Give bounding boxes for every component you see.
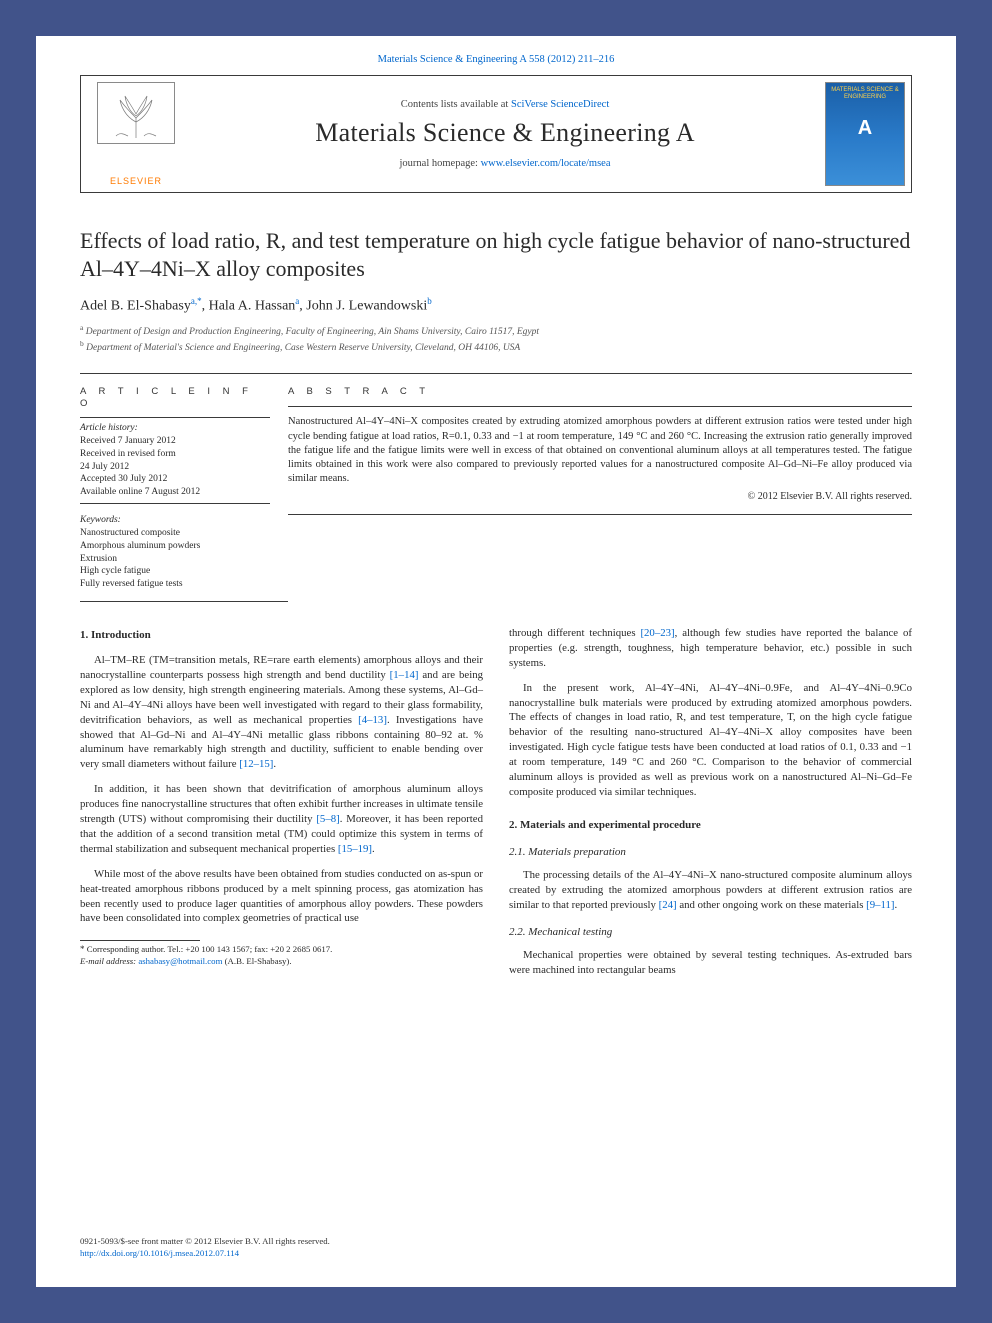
masthead-center: Contents lists available at SciVerse Sci…	[191, 76, 819, 192]
affiliations: a Department of Design and Production En…	[80, 323, 912, 355]
corresponding-footnote: * Corresponding author. Tel.: +20 100 14…	[80, 944, 483, 956]
footnote-divider	[80, 940, 200, 941]
text: .	[895, 899, 898, 911]
history-line: Available online 7 August 2012	[80, 486, 270, 499]
cover-letter: A	[826, 117, 904, 140]
article-info: A R T I C L E I N F O Article history: R…	[80, 386, 288, 591]
abstract-text: Nanostructured Al–4Y–4Ni–X composites cr…	[288, 415, 912, 486]
page-footer: 0921-5093/$-see front matter © 2012 Else…	[80, 1236, 330, 1259]
journal-homepage-link[interactable]: www.elsevier.com/locate/msea	[481, 158, 611, 169]
homepage-prefix: journal homepage:	[400, 158, 481, 169]
author-2[interactable]: , Hala A. Hassan	[202, 299, 296, 314]
text: E-mail address:	[80, 956, 138, 966]
paragraph: While most of the above results have bee…	[80, 867, 483, 927]
affiliation-a: Department of Design and Production Engi…	[86, 327, 539, 337]
subsection-2-1-head: 2.1. Materials preparation	[509, 845, 912, 860]
article-info-head: A R T I C L E I N F O	[80, 386, 270, 412]
section-1-head: 1. Introduction	[80, 628, 483, 643]
text: .	[372, 843, 375, 855]
text: through different techniques	[509, 627, 640, 639]
divider	[288, 406, 912, 407]
paragraph: In the present work, Al–4Y–4Ni, Al–4Y–4N…	[509, 681, 912, 800]
text: (A.B. El-Shabasy).	[222, 956, 291, 966]
keyword: Amorphous aluminum powders	[80, 540, 270, 553]
keywords-head: Keywords:	[80, 514, 270, 527]
citation-link[interactable]: [24]	[659, 899, 677, 911]
homepage-line: journal homepage: www.elsevier.com/locat…	[400, 158, 611, 169]
paragraph: Al–TM–RE (TM=transition metals, RE=rare …	[80, 653, 483, 772]
affiliation-b: Department of Material's Science and Eng…	[86, 343, 520, 353]
history-line: Accepted 30 July 2012	[80, 473, 270, 486]
contents-line: Contents lists available at SciVerse Sci…	[401, 99, 609, 110]
text: .	[273, 758, 276, 770]
abstract-head: A B S T R A C T	[288, 386, 912, 399]
publisher-block: ELSEVIER	[81, 76, 191, 192]
abstract: A B S T R A C T Nanostructured Al–4Y–4Ni…	[288, 386, 912, 591]
history-line: 24 July 2012	[80, 461, 270, 474]
journal-name: Materials Science & Engineering A	[315, 118, 695, 148]
author-3-affil: b	[427, 296, 432, 306]
page: Materials Science & Engineering A 558 (2…	[36, 36, 956, 1287]
keyword: High cycle fatigue	[80, 565, 270, 578]
author-1[interactable]: Adel B. El-Shabasy	[80, 299, 191, 314]
section-2-head: 2. Materials and experimental procedure	[509, 818, 912, 833]
masthead: ELSEVIER Contents lists available at Sci…	[80, 75, 912, 193]
body-columns: 1. Introduction Al–TM–RE (TM=transition …	[80, 626, 912, 988]
authors-line: Adel B. El-Shabasya,*, Hala A. Hassana, …	[80, 296, 912, 315]
text: and other ongoing work on these material…	[677, 899, 867, 911]
citation-link[interactable]: [1–14]	[390, 669, 419, 681]
article-title: Effects of load ratio, R, and test tempe…	[80, 227, 912, 282]
citation-link[interactable]: [9–11]	[866, 899, 894, 911]
history-line: Received 7 January 2012	[80, 435, 270, 448]
elsevier-tree-icon	[97, 82, 175, 144]
paragraph: Mechanical properties were obtained by s…	[509, 948, 912, 978]
left-column: 1. Introduction Al–TM–RE (TM=transition …	[80, 626, 483, 988]
journal-cover-thumb[interactable]: MATERIALS SCIENCE & ENGINEERING A	[825, 82, 905, 186]
cover-thumb-wrap: MATERIALS SCIENCE & ENGINEERING A	[819, 76, 911, 192]
citation-link[interactable]: [20–23]	[640, 627, 674, 639]
paragraph: The processing details of the Al–4Y–4Ni–…	[509, 868, 912, 913]
divider	[80, 601, 288, 602]
keyword: Extrusion	[80, 553, 270, 566]
citation-link[interactable]: [5–8]	[316, 813, 339, 825]
author-3[interactable]: , John J. Lewandowski	[299, 299, 427, 314]
journal-issue-link[interactable]: Materials Science & Engineering A 558 (2…	[80, 54, 912, 65]
contents-prefix: Contents lists available at	[401, 99, 511, 110]
issn-line: 0921-5093/$-see front matter © 2012 Else…	[80, 1236, 330, 1247]
cover-title: MATERIALS SCIENCE & ENGINEERING	[830, 87, 900, 100]
history-line: Received in revised form	[80, 448, 270, 461]
email-footnote: E-mail address: ashabasy@hotmail.com (A.…	[80, 956, 483, 967]
keyword: Fully reversed fatigue tests	[80, 578, 270, 591]
info-abstract-row: A R T I C L E I N F O Article history: R…	[80, 386, 912, 591]
citation-link[interactable]: [12–15]	[239, 758, 273, 770]
abstract-copyright: © 2012 Elsevier B.V. All rights reserved…	[288, 490, 912, 504]
divider	[80, 373, 912, 374]
divider	[80, 417, 270, 418]
doi-link[interactable]: http://dx.doi.org/10.1016/j.msea.2012.07…	[80, 1248, 239, 1258]
publisher-label: ELSEVIER	[110, 176, 162, 186]
email-link[interactable]: ashabasy@hotmail.com	[138, 956, 222, 966]
citation-link[interactable]: [4–13]	[358, 714, 387, 726]
citation-link[interactable]: [15–19]	[338, 843, 372, 855]
history-head: Article history:	[80, 422, 270, 435]
keyword: Nanostructured composite	[80, 527, 270, 540]
paragraph: In addition, it has been shown that devi…	[80, 782, 483, 856]
subsection-2-2-head: 2.2. Mechanical testing	[509, 925, 912, 940]
paragraph: through different techniques [20–23], al…	[509, 626, 912, 671]
sciencedirect-link[interactable]: SciVerse ScienceDirect	[511, 99, 609, 110]
divider	[288, 514, 912, 515]
text: Corresponding author. Tel.: +20 100 143 …	[87, 944, 333, 954]
divider	[80, 503, 270, 504]
star-icon: *	[80, 944, 85, 954]
right-column: through different techniques [20–23], al…	[509, 626, 912, 988]
